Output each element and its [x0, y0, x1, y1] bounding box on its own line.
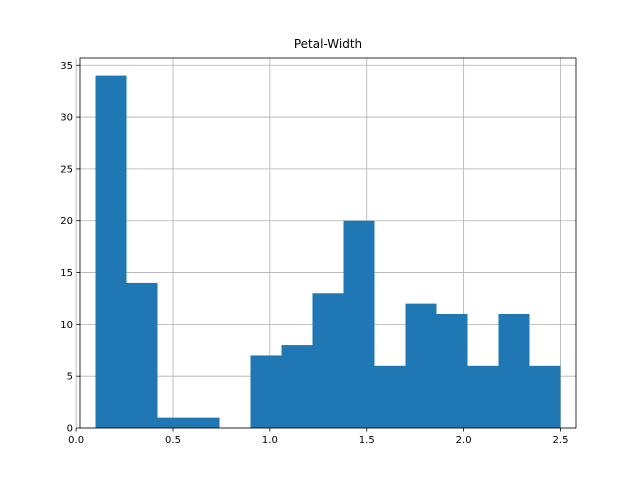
y-tick-label: 25 [60, 164, 73, 175]
x-tick-label: 0.5 [165, 435, 181, 446]
chart-title: Petal-Width [294, 37, 362, 51]
x-tick-label: 1.5 [359, 435, 375, 446]
grid-lines [75, 58, 576, 429]
histogram-bar [343, 220, 375, 428]
y-tick-label: 20 [60, 216, 73, 227]
histogram-bar [498, 313, 530, 428]
x-tick-label: 2.0 [456, 435, 472, 446]
histogram-bar [374, 365, 406, 428]
x-tick-label: 1.0 [262, 435, 278, 446]
histogram-bar [157, 417, 189, 428]
histogram-bar [126, 282, 158, 428]
y-tick-label: 10 [60, 320, 73, 331]
histogram-bar [188, 417, 220, 428]
x-tick-label: 2.5 [553, 435, 569, 446]
histogram-bar [281, 345, 313, 428]
axes [75, 57, 577, 432]
plot-frame [79, 57, 577, 429]
histogram-bar [529, 365, 561, 428]
histogram-bar [436, 313, 468, 428]
histogram-bars [95, 75, 561, 428]
y-tick-label: 5 [67, 372, 73, 383]
y-tick-label: 0 [67, 424, 73, 435]
tick-labels: 0.0 0.5 1.0 1.5 2.0 2.5 0 5 10 15 20 25 30 35 [60, 61, 568, 446]
histogram-bar [467, 365, 499, 428]
histogram-bar [312, 293, 344, 428]
histogram-bar [405, 303, 437, 428]
y-tick-label: 15 [60, 268, 73, 279]
x-tick-label: 0.0 [68, 435, 84, 446]
y-tick-label: 30 [60, 113, 73, 124]
histogram-bar [250, 355, 282, 428]
histogram-bar [95, 75, 127, 428]
y-tick-label: 35 [60, 61, 73, 72]
